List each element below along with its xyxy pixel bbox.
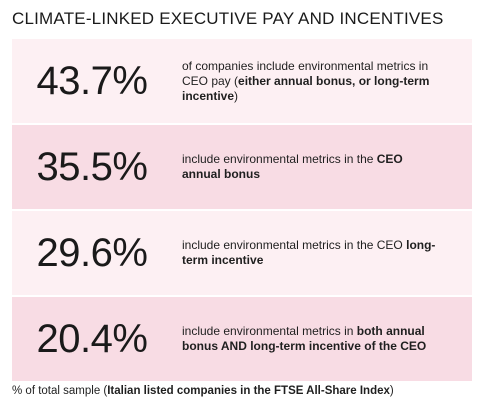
- stat-description: include environmental metrics in the CEO…: [172, 152, 472, 182]
- stat-description-text: of companies include environmental metri…: [182, 58, 429, 88]
- stat-description-emphasis: either annual bonus, or long-term incent…: [182, 73, 430, 103]
- stat-description-suffix: ): [234, 88, 239, 103]
- stat-value: 20.4%: [36, 316, 148, 361]
- stat-description: include environmental metrics in both an…: [172, 324, 472, 354]
- stat-description: include environmental metrics in the CEO…: [172, 238, 472, 268]
- footnote-text: % of total sample (: [12, 385, 108, 397]
- stat-row: 35.5% include environmental metrics in t…: [12, 125, 472, 209]
- stat-description-text: include environmental metrics in: [182, 324, 357, 338]
- stats-panel: 43.7% of companies include environmental…: [12, 39, 472, 381]
- stat-description-text: include environmental metrics in the CEO: [182, 238, 407, 252]
- stat-description-text: include environmental metrics in the: [182, 152, 377, 166]
- footnote-suffix: ): [389, 385, 394, 397]
- page-title: CLIMATE-LINKED EXECUTIVE PAY AND INCENTI…: [12, 9, 444, 28]
- stat-value: 43.7%: [36, 58, 148, 103]
- stat-row: 20.4% include environmental metrics in b…: [12, 297, 472, 381]
- stat-row: 29.6% include environmental metrics in t…: [12, 211, 472, 295]
- footnote-emphasis: Italian listed companies in the FTSE All…: [107, 385, 390, 397]
- stat-description: of companies include environmental metri…: [172, 59, 472, 104]
- stat-description-emphasis: long-term incentive: [182, 238, 436, 267]
- footnote: % of total sample (Italian listed compan…: [12, 385, 394, 397]
- stat-value: 35.5%: [36, 144, 148, 189]
- stat-row: 43.7% of companies include environmental…: [12, 39, 472, 123]
- stat-description-emphasis: CEO annual bonus: [182, 152, 403, 181]
- stat-value: 29.6%: [36, 230, 148, 275]
- stat-description-emphasis: both annual bonus AND long-term incentiv…: [182, 324, 427, 353]
